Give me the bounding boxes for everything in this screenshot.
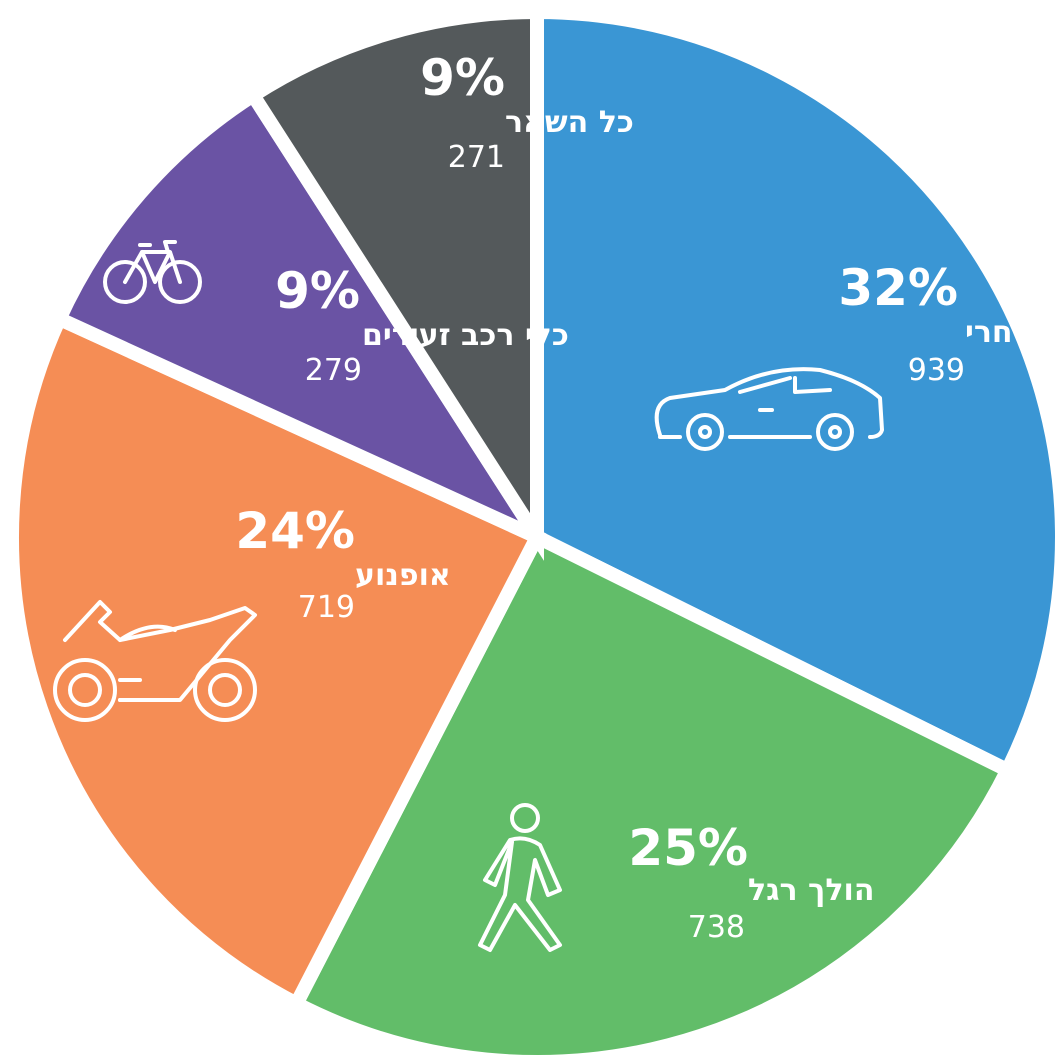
category-label: כל השאר xyxy=(505,105,634,140)
category-label: רכב פרטי ומסחרי xyxy=(965,315,1059,350)
icons xyxy=(53,240,884,952)
percent-label: 25% xyxy=(628,819,748,877)
count-label: 279 xyxy=(305,353,362,388)
slice xyxy=(5,309,547,1014)
motorcycle-icon xyxy=(53,600,257,722)
count-label: 719 xyxy=(298,590,355,625)
category-label: הולך רגל xyxy=(748,873,874,908)
car-icon xyxy=(654,367,884,451)
count-label: 738 xyxy=(688,910,745,945)
percent-label: 9% xyxy=(420,49,505,107)
slices xyxy=(5,4,1059,1061)
slice xyxy=(243,4,544,561)
percent-label: 32% xyxy=(838,259,958,317)
count-label: 271 xyxy=(448,140,505,175)
percent-label: 9% xyxy=(275,262,360,320)
percent-label: 24% xyxy=(235,502,355,560)
pedestrian-icon xyxy=(478,803,562,952)
category-label: אופנוע xyxy=(355,558,451,593)
count-label: 939 xyxy=(908,353,965,388)
slice xyxy=(50,85,556,554)
category-label: כלי רכב זעירים xyxy=(362,318,569,353)
bicycle-icon xyxy=(103,240,202,304)
